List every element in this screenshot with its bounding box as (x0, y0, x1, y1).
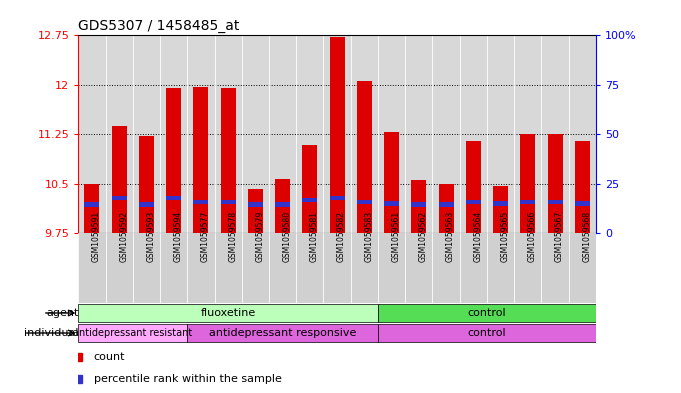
Text: control: control (468, 328, 506, 338)
Bar (487, 233, 514, 303)
Bar (384, 201, 399, 206)
Bar (215, 233, 242, 303)
Text: GSM1059564: GSM1059564 (473, 211, 482, 262)
Bar (323, 233, 351, 303)
Text: GDS5307 / 1458485_at: GDS5307 / 1458485_at (78, 19, 240, 33)
Text: GSM1059565: GSM1059565 (501, 211, 509, 262)
Bar (405, 233, 432, 303)
Bar (460, 233, 487, 303)
Text: GSM1059579: GSM1059579 (255, 211, 264, 262)
Text: percentile rank within the sample: percentile rank within the sample (94, 374, 282, 384)
Text: GSM1059568: GSM1059568 (582, 211, 591, 262)
Bar (193, 87, 208, 233)
Bar (187, 324, 378, 342)
Bar (411, 202, 426, 207)
Text: GSM1059591: GSM1059591 (92, 211, 101, 262)
Bar (575, 201, 590, 206)
Bar (187, 233, 215, 303)
Bar (242, 233, 269, 303)
Text: agent: agent (46, 308, 78, 318)
Bar (378, 304, 596, 322)
Bar (166, 88, 181, 233)
Bar (296, 233, 323, 303)
Bar (330, 37, 345, 233)
Text: antidepressant resistant: antidepressant resistant (73, 328, 193, 338)
Bar (133, 233, 160, 303)
Bar (248, 189, 263, 233)
Text: GSM1059593: GSM1059593 (146, 211, 155, 262)
Bar (139, 202, 154, 207)
Text: GSM1059580: GSM1059580 (283, 211, 291, 262)
Bar (378, 233, 405, 303)
Bar (493, 185, 508, 233)
Bar (78, 324, 187, 342)
Text: GSM1059561: GSM1059561 (392, 211, 400, 262)
Text: GSM1059563: GSM1059563 (446, 211, 455, 262)
Text: GSM1059578: GSM1059578 (228, 211, 237, 262)
Bar (112, 126, 127, 233)
Bar (166, 196, 181, 200)
Text: GSM1059582: GSM1059582 (337, 211, 346, 262)
Text: GSM1059581: GSM1059581 (310, 211, 319, 262)
Text: GSM1059577: GSM1059577 (201, 211, 210, 262)
Text: GSM1059592: GSM1059592 (119, 211, 128, 262)
Bar (541, 233, 569, 303)
Bar (78, 304, 378, 322)
Bar (351, 233, 378, 303)
Bar (357, 81, 372, 233)
Bar (139, 136, 154, 233)
Bar (302, 198, 317, 202)
Bar (432, 233, 460, 303)
Bar (248, 202, 263, 207)
Text: individual: individual (24, 328, 78, 338)
Bar (275, 179, 290, 233)
Bar (514, 233, 541, 303)
Bar (221, 88, 236, 233)
Bar (575, 141, 590, 233)
Bar (548, 200, 563, 204)
Bar (193, 200, 208, 204)
Bar (439, 184, 454, 233)
Bar (275, 202, 290, 207)
Bar (221, 200, 236, 204)
Bar (548, 134, 563, 233)
Bar (466, 141, 481, 233)
Text: fluoxetine: fluoxetine (200, 308, 256, 318)
Text: control: control (468, 308, 506, 318)
Text: GSM1059567: GSM1059567 (555, 211, 564, 262)
Bar (357, 200, 372, 204)
Bar (330, 196, 345, 200)
Text: GSM1059583: GSM1059583 (364, 211, 373, 262)
Bar (493, 201, 508, 206)
Bar (378, 324, 596, 342)
Bar (160, 233, 187, 303)
Bar (84, 202, 99, 207)
Text: GSM1059562: GSM1059562 (419, 211, 428, 262)
Bar (411, 180, 426, 233)
Bar (520, 200, 535, 204)
Bar (466, 200, 481, 204)
Bar (439, 202, 454, 207)
Text: GSM1059566: GSM1059566 (528, 211, 537, 262)
Bar (78, 233, 106, 303)
Bar (569, 233, 596, 303)
Bar (384, 132, 399, 233)
Bar (84, 184, 99, 233)
Bar (106, 233, 133, 303)
Bar (520, 134, 535, 233)
Bar (302, 145, 317, 233)
Bar (269, 233, 296, 303)
Text: GSM1059594: GSM1059594 (174, 211, 183, 262)
Bar (112, 196, 127, 200)
Text: antidepressant responsive: antidepressant responsive (209, 328, 356, 338)
Text: count: count (94, 352, 125, 362)
